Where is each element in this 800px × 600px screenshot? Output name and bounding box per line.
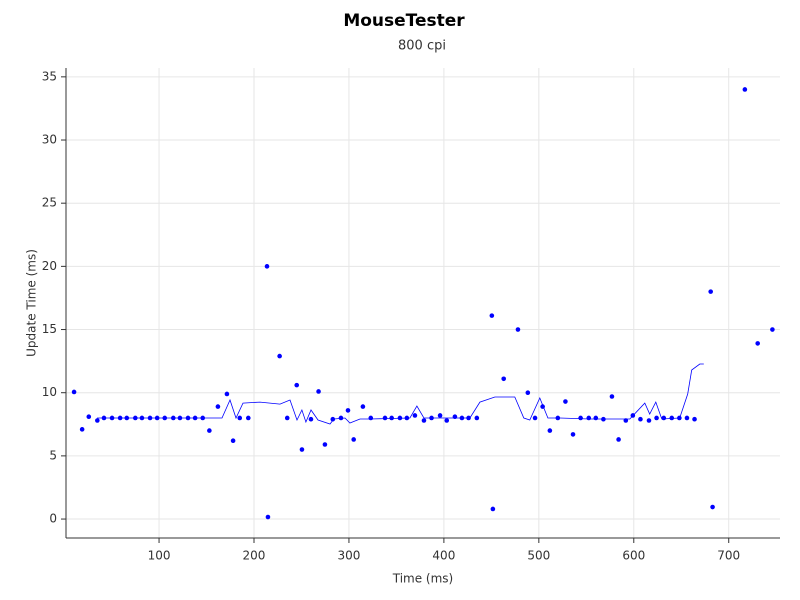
data-point	[86, 414, 92, 420]
data-point	[215, 404, 221, 409]
data-point	[490, 506, 496, 512]
data-point	[294, 382, 300, 388]
data-point	[230, 438, 236, 444]
data-point	[515, 327, 521, 332]
data-point	[654, 415, 659, 421]
data-point	[277, 353, 282, 359]
data-point	[501, 376, 507, 382]
y-tick-label: 10	[42, 385, 57, 399]
data-point	[308, 416, 314, 422]
data-point	[684, 415, 690, 421]
y-tick-label: 5	[49, 448, 57, 462]
data-point	[265, 514, 271, 520]
y-tick-label: 15	[42, 322, 57, 336]
data-point	[330, 416, 336, 422]
data-point	[770, 327, 775, 332]
y-tick-label: 25	[42, 196, 57, 210]
data-point	[532, 415, 538, 421]
data-point	[609, 394, 615, 399]
y-tick-label: 0	[49, 512, 57, 526]
data-point	[437, 413, 443, 418]
data-point	[646, 418, 652, 423]
data-point	[525, 390, 531, 396]
data-point	[360, 404, 366, 409]
y-tick-label: 20	[42, 259, 57, 273]
data-point	[586, 415, 592, 421]
data-point	[79, 427, 85, 432]
data-point	[224, 391, 230, 397]
data-point	[578, 415, 583, 421]
x-tick-label: 600	[622, 549, 645, 563]
y-axis-label: Update Time (ms)	[25, 249, 39, 357]
data-point	[489, 313, 495, 318]
data-point	[322, 442, 328, 447]
data-point	[474, 415, 480, 421]
chart-subtitle: 800 cpi	[398, 39, 446, 54]
data-point	[593, 415, 599, 421]
data-point	[284, 415, 290, 421]
data-point	[563, 399, 568, 404]
x-tick-label: 100	[148, 549, 171, 563]
x-axis-label: Time (ms)	[392, 572, 454, 586]
data-point	[708, 289, 713, 294]
smoothed-line	[97, 363, 704, 425]
data-point	[389, 415, 394, 421]
data-point	[669, 415, 675, 421]
data-point	[547, 428, 553, 433]
x-tick-label: 400	[432, 549, 455, 563]
data-point	[692, 416, 697, 422]
data-point	[345, 408, 351, 413]
data-point	[351, 437, 356, 442]
data-point	[299, 447, 305, 452]
data-point	[237, 415, 243, 421]
data-point	[742, 87, 748, 92]
data-point	[616, 437, 621, 442]
y-tick-label: 35	[42, 69, 57, 83]
data-point	[264, 264, 270, 269]
data-point	[444, 418, 450, 423]
data-point	[710, 504, 715, 510]
data-point	[368, 415, 374, 421]
x-tick-label: 200	[243, 549, 266, 563]
data-point	[755, 341, 760, 346]
data-point	[412, 413, 418, 418]
data-point	[71, 389, 77, 395]
x-tick-label: 700	[717, 549, 740, 563]
data-point	[316, 389, 321, 394]
data-point	[638, 416, 643, 422]
data-point	[245, 415, 251, 421]
data-point	[382, 415, 388, 421]
x-tick-label: 500	[527, 549, 550, 563]
data-point	[207, 428, 212, 433]
data-point	[95, 418, 100, 423]
x-tick-label: 300	[337, 549, 360, 563]
chart-title: MouseTester	[343, 11, 465, 31]
data-point	[421, 418, 427, 423]
data-point	[661, 415, 667, 421]
data-point	[570, 432, 576, 437]
y-tick-label: 30	[42, 133, 57, 147]
